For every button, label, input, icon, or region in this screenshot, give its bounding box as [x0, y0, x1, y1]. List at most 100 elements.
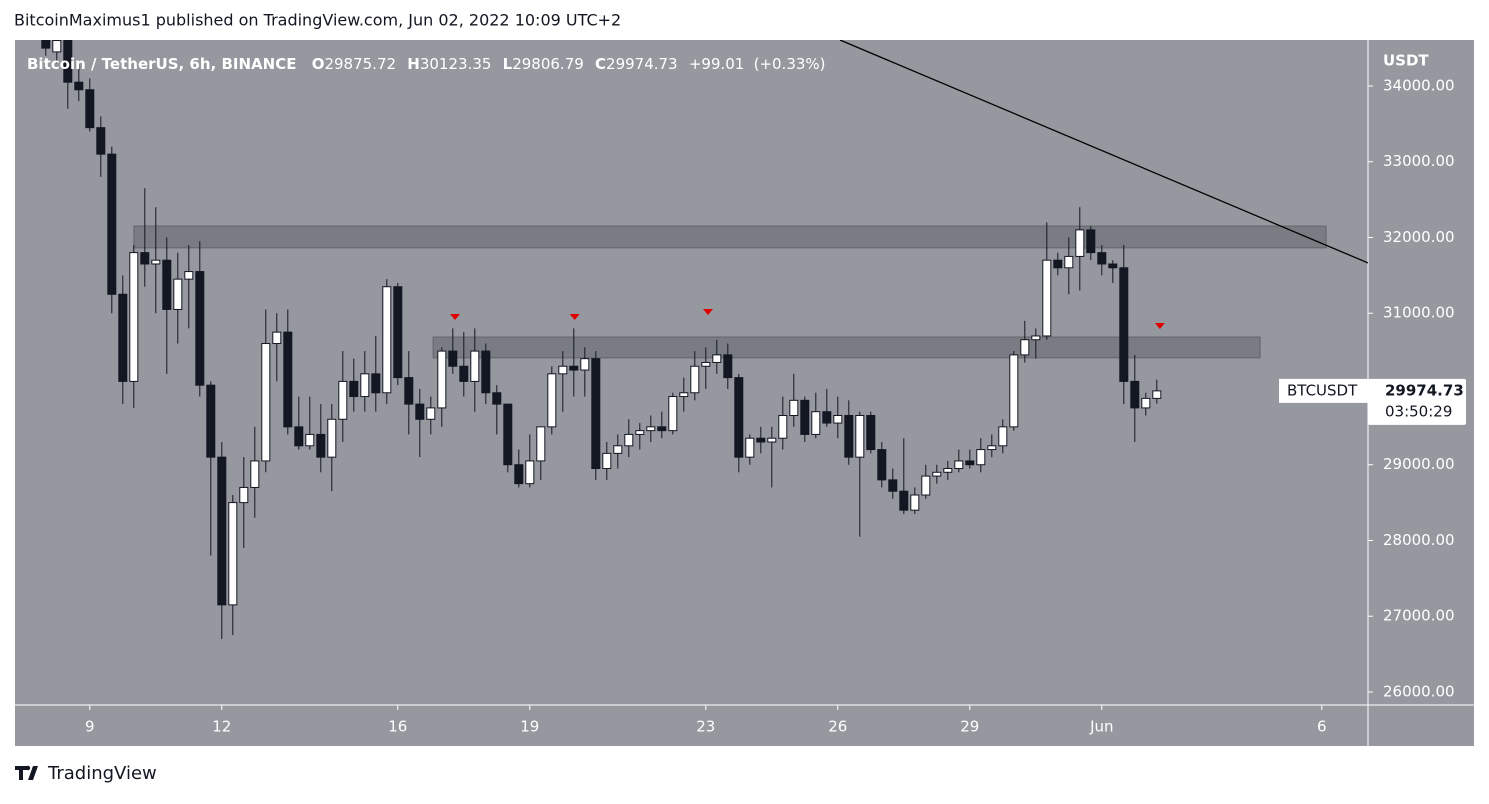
candle-body — [162, 259, 172, 310]
candle-body — [668, 396, 678, 432]
candle-body — [822, 411, 832, 424]
x-tick-label: 26 — [828, 718, 847, 736]
tv-logo: TradingView — [15, 763, 157, 784]
candle-body — [1108, 263, 1118, 269]
resistance-marker — [703, 308, 713, 315]
candle-body — [107, 153, 117, 295]
candle-body — [393, 286, 403, 379]
price-tag-countdown: 03:50:29 — [1385, 402, 1452, 420]
candle-body — [371, 373, 381, 394]
candle-body — [690, 365, 700, 394]
candle-body — [877, 449, 887, 481]
candle-body — [888, 479, 898, 492]
y-axis-title: USDT — [1383, 52, 1429, 70]
candle-body — [470, 350, 480, 382]
legend: Bitcoin / TetherUS, 6h, BINANCE O29875.7… — [27, 55, 826, 73]
candle-body — [734, 377, 744, 458]
x-tick-label: 9 — [85, 718, 95, 736]
candle-body — [195, 271, 205, 386]
candle-body — [723, 354, 733, 379]
legend-low: 29806.79 — [512, 55, 584, 73]
candle-body — [855, 414, 865, 458]
candle-body — [63, 40, 73, 83]
y-tick-label: 29000.00 — [1383, 455, 1455, 473]
candle-body — [679, 392, 689, 398]
candle-body — [382, 286, 392, 394]
candle-body — [954, 460, 964, 470]
legend-change-pct: (+0.33%) — [754, 55, 826, 73]
resistance-marker — [1154, 322, 1165, 329]
candle-body — [294, 426, 304, 447]
candle-body — [283, 331, 293, 428]
candle-body — [778, 414, 788, 439]
series-tag: BTCUSDT — [1287, 381, 1358, 399]
candle-body — [250, 460, 260, 488]
candle-body — [536, 426, 546, 462]
legend-close: 29974.73 — [606, 55, 678, 73]
candle-body — [844, 414, 854, 458]
candle-body — [217, 456, 227, 606]
y-tick-label: 34000.00 — [1383, 76, 1455, 94]
x-tick-label: 6 — [1317, 718, 1327, 736]
legend-l: L — [503, 55, 513, 73]
candle-body — [767, 437, 777, 443]
trend-line — [839, 40, 1368, 264]
candle-body — [52, 40, 62, 53]
candle-body — [866, 414, 876, 451]
candle-body — [206, 384, 216, 458]
candle-body — [547, 373, 557, 428]
y-tick-label: 31000.00 — [1383, 304, 1455, 322]
x-tick-label: Jun — [1089, 718, 1113, 736]
candle-body — [1086, 229, 1096, 254]
candle-body — [74, 81, 84, 91]
candle-body — [316, 433, 326, 458]
candle-body — [998, 426, 1008, 447]
candle-body — [899, 490, 909, 511]
resistance-marker — [569, 314, 580, 321]
candle-body — [184, 271, 194, 280]
series-tag-box — [1279, 378, 1368, 403]
candle-body — [613, 445, 623, 454]
y-tick-label: 26000.00 — [1383, 682, 1455, 700]
candle-body — [459, 365, 469, 382]
candle-body — [85, 89, 95, 129]
candle-body — [657, 426, 667, 432]
candle-body — [789, 399, 799, 416]
candle-body — [558, 365, 568, 375]
candle-body — [1141, 397, 1151, 409]
candle-body — [602, 452, 612, 470]
candle-body — [624, 433, 634, 447]
legend-high: 30123.35 — [420, 55, 492, 73]
candle-body — [481, 350, 491, 394]
candle-body — [96, 127, 106, 155]
candle-body — [646, 426, 656, 432]
candle-body — [327, 418, 337, 458]
candle-body — [338, 380, 348, 420]
candle-body — [1130, 380, 1140, 409]
candle-body — [745, 437, 755, 458]
legend-symbol: Bitcoin / TetherUS, 6h, BINANCE — [27, 55, 296, 73]
candle-body — [712, 354, 722, 363]
resistance-marker — [450, 314, 460, 321]
legend-o: O — [312, 55, 325, 73]
candle-body — [228, 502, 238, 606]
candle-body — [1031, 335, 1041, 341]
candle-body — [921, 475, 931, 496]
price-tag-box — [1368, 378, 1466, 425]
x-tick-label: 23 — [696, 718, 715, 736]
candle-body — [1064, 255, 1074, 269]
candle-body — [151, 259, 161, 265]
candle-body — [272, 331, 282, 345]
x-tick-label: 12 — [212, 718, 231, 736]
price-tag-value: 29974.73 — [1385, 381, 1464, 399]
candle-body — [800, 399, 810, 435]
candle-body — [503, 403, 513, 466]
candle-body — [1053, 259, 1063, 269]
candle-body — [1075, 229, 1085, 257]
candle-body — [140, 252, 150, 265]
y-tick-label: 32000.00 — [1383, 228, 1455, 246]
candle-body — [305, 433, 315, 447]
candle-body — [129, 252, 139, 382]
